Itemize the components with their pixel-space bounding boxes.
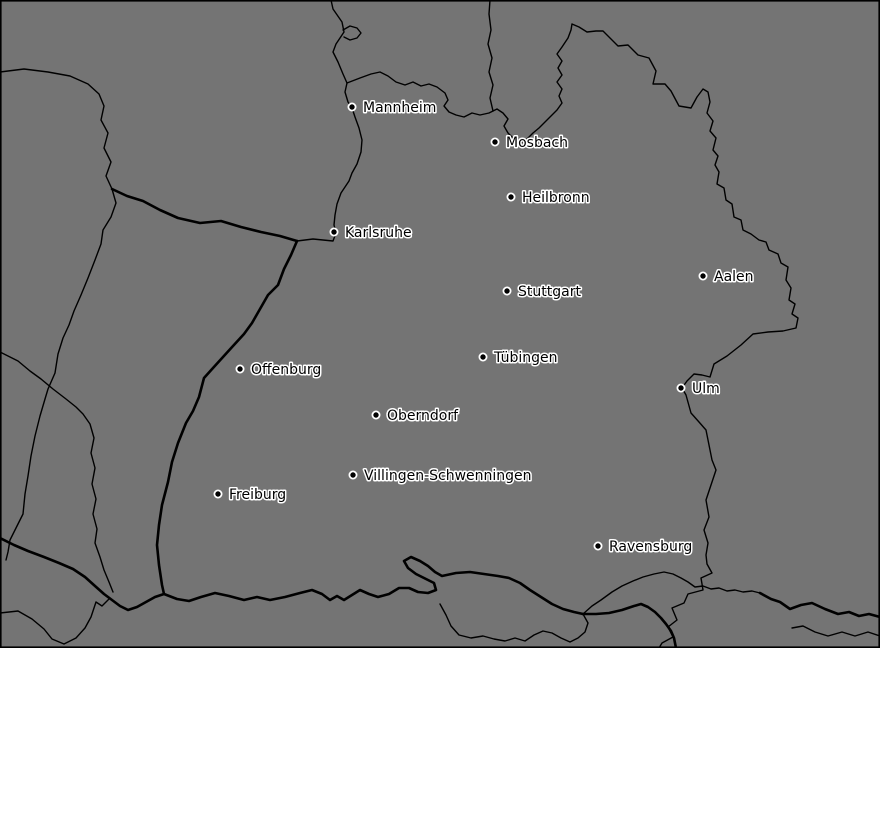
city-marker-dot xyxy=(502,286,512,296)
map-background xyxy=(0,0,880,648)
border-france-inner-west xyxy=(5,188,117,561)
border-france-switzerland xyxy=(0,536,166,612)
city-marker-dot xyxy=(676,383,686,393)
border-rhine-meander xyxy=(342,25,362,41)
city-label: Freiburg xyxy=(229,487,286,503)
border-france-inner-diagonal xyxy=(0,351,114,593)
city-marker-dot xyxy=(371,410,381,420)
city-marker-dot xyxy=(347,102,357,112)
city-label: Tübingen xyxy=(493,350,558,366)
precipitation-map: Mannheim Mosbach Heilbronn Karlsruhe Aalen St… xyxy=(0,0,880,648)
city-marker-dot xyxy=(348,470,358,480)
city-label: Stuttgart xyxy=(518,284,581,300)
city-label: Mannheim xyxy=(363,100,436,116)
city-marker-dot xyxy=(593,541,603,551)
city-label: Offenburg xyxy=(251,362,321,378)
city-marker-dot xyxy=(506,192,516,202)
city-marker-dot xyxy=(213,489,223,499)
city-marker-dot xyxy=(478,352,488,362)
footer: Akkumulierter Niederschlag (in mm) Sa, 1… xyxy=(0,648,880,830)
city-label: Ulm xyxy=(692,381,720,397)
city-markers: Mannheim Mosbach Heilbronn Karlsruhe Aalen St… xyxy=(213,99,755,557)
border-austria-southeast xyxy=(581,602,678,648)
city-label: Mosbach xyxy=(506,135,568,151)
border-bodensee-south-shore xyxy=(439,603,589,643)
city-marker-dot xyxy=(329,227,339,237)
border-odenwald-branch xyxy=(487,0,494,112)
city-marker-dot xyxy=(235,364,245,374)
border-corner-southeast xyxy=(791,625,880,637)
border-lines xyxy=(0,0,880,648)
border-bavaria-allgaeu xyxy=(758,591,880,619)
city-label: Ravensburg xyxy=(609,539,692,555)
border-france-bw-rhine xyxy=(155,239,299,596)
border-hesse-rlp-northwest xyxy=(0,68,113,190)
city-label: Aalen xyxy=(714,269,754,285)
city-label: Oberndorf xyxy=(387,408,459,424)
city-label: Karlsruhe xyxy=(345,225,412,241)
city-label: Heilbronn xyxy=(522,190,590,206)
border-france-rlp xyxy=(110,187,299,243)
border-bodensee-north-shore xyxy=(582,571,761,615)
city-label: Villingen-Schwenningen xyxy=(364,468,532,484)
map-frame xyxy=(0,0,880,648)
border-jura-corner xyxy=(0,597,111,645)
border-switzerland-hochrhein xyxy=(162,555,585,616)
border-hesse-bw-bavaria-north xyxy=(346,23,799,648)
map-canvas: Mannheim Mosbach Heilbronn Karlsruhe Aalen St… xyxy=(0,0,880,648)
city-marker-dot xyxy=(490,137,500,147)
city-marker-dot xyxy=(698,271,708,281)
